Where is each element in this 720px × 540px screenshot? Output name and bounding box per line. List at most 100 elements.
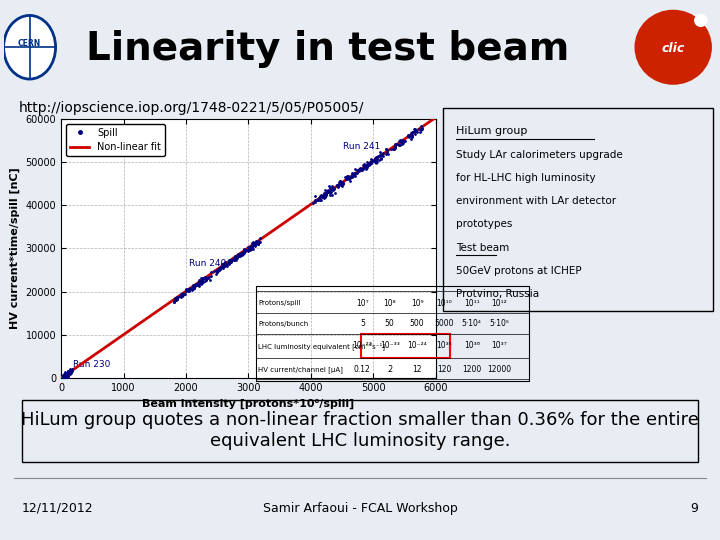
- Point: [395, 140, 406, 149]
- Point: [239, 247, 251, 255]
- Point: [333, 178, 345, 187]
- Point: [361, 157, 373, 166]
- Point: [181, 285, 192, 293]
- Point: [339, 173, 351, 181]
- Point: [196, 278, 207, 286]
- Point: [336, 181, 348, 190]
- Point: [228, 255, 240, 264]
- Point: [225, 256, 236, 265]
- Point: [380, 145, 392, 153]
- Point: [309, 197, 320, 205]
- Point: [215, 265, 226, 274]
- Point: [382, 149, 394, 158]
- Point: [217, 264, 229, 272]
- Point: [356, 166, 368, 174]
- Point: [204, 276, 216, 285]
- Point: [324, 191, 336, 199]
- Point: [191, 280, 202, 289]
- Point: [312, 196, 324, 205]
- Point: [192, 279, 204, 288]
- Point: [323, 186, 335, 195]
- Point: [371, 152, 382, 161]
- Point: [346, 172, 357, 181]
- Point: [246, 241, 258, 249]
- Point: [194, 282, 205, 291]
- Point: [382, 146, 393, 154]
- Point: [216, 263, 228, 272]
- Point: [187, 282, 199, 291]
- Point: [252, 237, 264, 245]
- Point: [320, 192, 331, 201]
- Point: [60, 371, 72, 380]
- Point: [172, 293, 184, 302]
- Point: [248, 239, 260, 247]
- Point: [220, 258, 231, 267]
- Point: [322, 188, 333, 197]
- Point: [344, 174, 356, 183]
- Point: [376, 153, 387, 162]
- Point: [225, 258, 236, 266]
- Point: [380, 144, 392, 153]
- Point: [334, 176, 346, 185]
- Point: [192, 279, 204, 287]
- Point: [320, 189, 332, 198]
- Point: [405, 134, 417, 143]
- Text: 12/11/2012: 12/11/2012: [22, 502, 93, 515]
- Point: [253, 240, 264, 248]
- Text: 10³⁷: 10³⁷: [491, 341, 507, 350]
- Point: [365, 158, 377, 167]
- Text: 5·10⁴: 5·10⁴: [462, 320, 482, 328]
- Point: [312, 195, 323, 204]
- Point: [215, 264, 227, 272]
- Point: [193, 278, 204, 287]
- Text: 5: 5: [360, 320, 365, 328]
- Point: [60, 372, 71, 381]
- Point: [228, 254, 240, 262]
- Point: [319, 190, 330, 198]
- Point: [369, 154, 381, 163]
- Point: [63, 368, 75, 376]
- Text: Study LAr calorimeters upgrade: Study LAr calorimeters upgrade: [456, 150, 623, 159]
- Point: [177, 289, 189, 298]
- Point: [233, 249, 244, 258]
- Point: [329, 188, 341, 197]
- Point: [357, 164, 369, 173]
- Point: [238, 245, 250, 253]
- Point: [346, 171, 357, 179]
- Point: [176, 292, 187, 301]
- Point: [182, 285, 194, 294]
- Point: [332, 181, 343, 190]
- Point: [229, 252, 240, 261]
- Point: [346, 172, 358, 180]
- Point: [223, 256, 235, 265]
- Point: [369, 157, 381, 166]
- Point: [218, 259, 230, 268]
- Point: [331, 180, 343, 189]
- Point: [177, 291, 189, 299]
- Point: [311, 195, 323, 204]
- Point: [246, 244, 258, 252]
- Point: [58, 372, 69, 380]
- Point: [410, 127, 422, 136]
- Text: 0.12: 0.12: [354, 365, 371, 374]
- Point: [63, 367, 74, 375]
- Point: [179, 290, 190, 299]
- Point: [346, 173, 357, 182]
- Text: 500: 500: [410, 320, 424, 328]
- Point: [176, 289, 187, 298]
- Point: [223, 258, 235, 266]
- Point: [58, 371, 70, 380]
- Point: [408, 125, 420, 133]
- Point: [243, 245, 255, 253]
- Point: [211, 268, 222, 276]
- Point: [190, 281, 202, 290]
- Text: LHC luminosity equivalent [cm⁻²s⁻¹]: LHC luminosity equivalent [cm⁻²s⁻¹]: [258, 342, 385, 349]
- Point: [336, 179, 348, 187]
- Point: [225, 257, 237, 266]
- Point: [361, 165, 372, 174]
- Point: [343, 175, 354, 184]
- Legend: Spill, Non-linear fit: Spill, Non-linear fit: [66, 124, 165, 156]
- Point: [64, 370, 76, 379]
- Point: [183, 286, 194, 294]
- Text: 5·10⁵: 5·10⁵: [489, 320, 509, 328]
